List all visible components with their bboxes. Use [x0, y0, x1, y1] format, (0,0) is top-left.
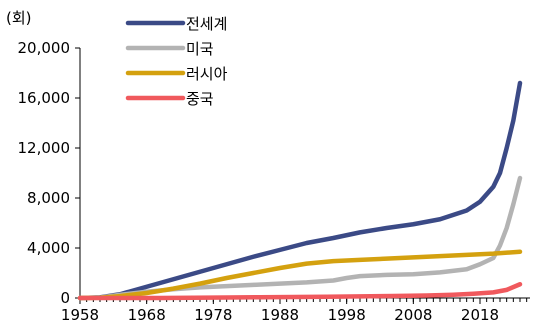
series-line-2 — [77, 175, 523, 301]
legend-label: 러시아 — [186, 65, 228, 83]
y-tick-label: 4,000 — [27, 239, 70, 257]
series-line-1 — [77, 80, 523, 301]
legend-label: 중국 — [186, 90, 214, 108]
series-line-4 — [77, 282, 523, 301]
y-tick-label: 12,000 — [18, 139, 71, 157]
legend-label: 전세계 — [186, 15, 227, 33]
series-line-3 — [77, 249, 523, 301]
unit-label: (회) — [6, 9, 32, 27]
series-group — [77, 80, 523, 301]
y-tick-label: 0 — [60, 289, 70, 307]
x-tick-label: 1978 — [194, 306, 232, 324]
y-tick-label: 8,000 — [27, 189, 70, 207]
x-tick-label: 1958 — [61, 306, 99, 324]
x-tick-label: 1968 — [128, 306, 166, 324]
x-tick-label: 1988 — [261, 306, 299, 324]
unit-label-group: (회) — [6, 9, 32, 27]
y-tick-label: 16,000 — [18, 89, 71, 107]
x-tick-label: 2018 — [461, 306, 499, 324]
axes: 0 4,000 8,000 12,000 16,000 20,000 1958 1968 197… — [18, 39, 530, 324]
x-tick-label: 2008 — [394, 306, 432, 324]
legend-label: 미국 — [186, 40, 214, 58]
x-tick-label: 1998 — [328, 306, 366, 324]
y-tick-label: 20,000 — [18, 39, 71, 57]
